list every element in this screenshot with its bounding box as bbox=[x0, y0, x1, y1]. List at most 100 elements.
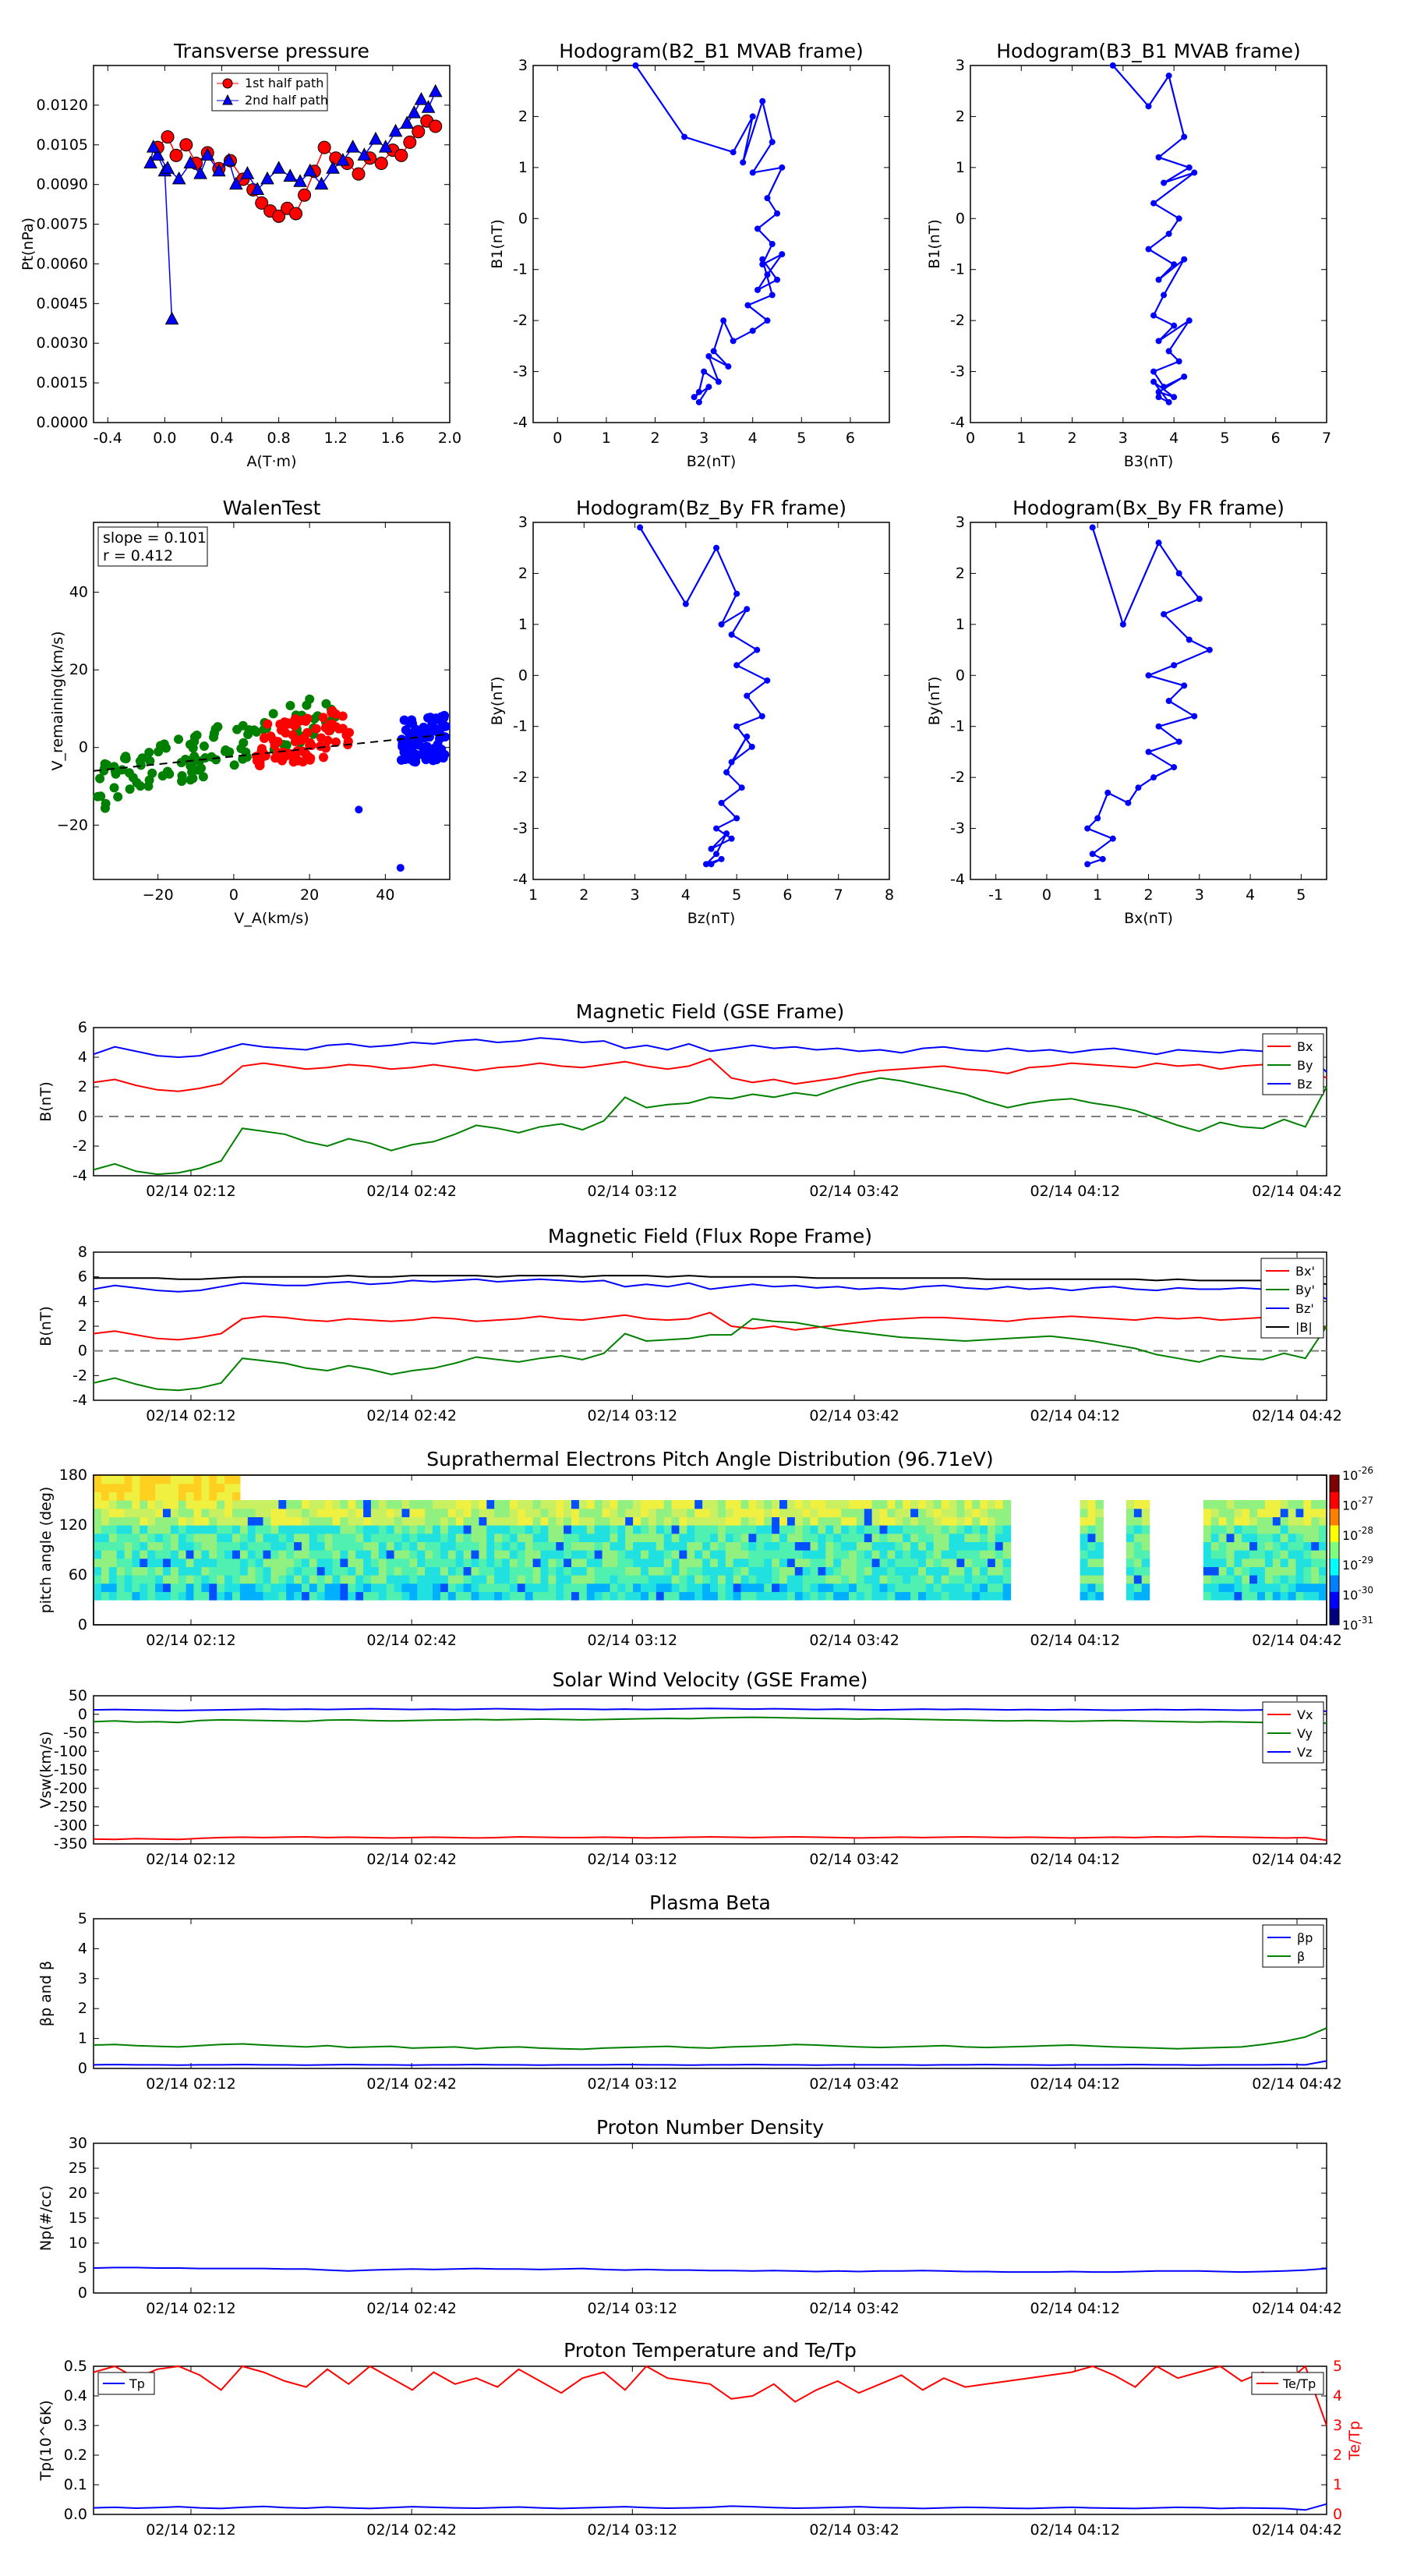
heatmap-cell bbox=[694, 1541, 703, 1551]
heatmap-cell bbox=[132, 1491, 140, 1501]
heatmap-cell bbox=[625, 1575, 634, 1584]
hodogram-point bbox=[774, 210, 781, 217]
heatmap-cell bbox=[786, 1575, 796, 1584]
heatmap-cell bbox=[748, 1566, 757, 1576]
heatmap-cell bbox=[564, 1591, 572, 1601]
heatmap-cell bbox=[447, 1566, 457, 1576]
heatmap-cell bbox=[1257, 1516, 1266, 1526]
heatmap-cell bbox=[509, 1566, 518, 1576]
hodogram-point bbox=[1171, 322, 1178, 329]
heatmap-cell bbox=[155, 1533, 164, 1542]
legend-label: Bz bbox=[1297, 1077, 1312, 1092]
heatmap-cell bbox=[1095, 1508, 1104, 1517]
walen-point bbox=[109, 783, 119, 793]
hodogram-point bbox=[702, 861, 709, 868]
heatmap-cell bbox=[571, 1500, 580, 1509]
y-tick-label: -150 bbox=[54, 1761, 87, 1778]
heatmap-cell bbox=[548, 1583, 557, 1592]
heatmap-cell bbox=[1210, 1533, 1220, 1542]
heatmap-cell bbox=[1272, 1583, 1281, 1592]
heatmap-cell bbox=[617, 1500, 626, 1509]
y-tick-label: 0.4 bbox=[64, 2387, 87, 2404]
heatmap-cell bbox=[494, 1558, 503, 1567]
y-tick-label: -2 bbox=[513, 312, 528, 329]
y-tick-label: 2 bbox=[956, 108, 965, 125]
heatmap-cell bbox=[1126, 1575, 1135, 1584]
heatmap-cell bbox=[694, 1566, 703, 1576]
heatmap-cell bbox=[988, 1500, 996, 1509]
pressure-point-2nd bbox=[200, 147, 215, 161]
heatmap-cell bbox=[1280, 1541, 1289, 1551]
heatmap-cell bbox=[656, 1550, 665, 1559]
walen-point bbox=[236, 744, 246, 754]
heatmap-cell bbox=[941, 1583, 950, 1592]
heatmap-cell bbox=[663, 1566, 673, 1576]
heatmap-cell bbox=[116, 1575, 125, 1584]
heatmap-cell bbox=[1272, 1591, 1281, 1601]
heatmap-cell bbox=[903, 1583, 911, 1592]
heatmap-cell bbox=[779, 1500, 788, 1509]
heatmap-cell bbox=[1249, 1541, 1258, 1551]
hodogram-point bbox=[718, 799, 725, 806]
heatmap-cell bbox=[217, 1533, 225, 1542]
heatmap-cell bbox=[155, 1483, 164, 1492]
heatmap-cell bbox=[502, 1558, 511, 1567]
heatmap-cell bbox=[772, 1525, 780, 1534]
heatmap-cell bbox=[409, 1508, 418, 1517]
heatmap-cell bbox=[764, 1516, 772, 1526]
heatmap-cell bbox=[895, 1550, 903, 1559]
heatmap-cell bbox=[663, 1533, 673, 1542]
x-tick-label: 3 bbox=[699, 430, 709, 447]
hodogram-point bbox=[715, 378, 722, 385]
heatmap-cell bbox=[895, 1500, 903, 1509]
y-tick-label: 0.0000 bbox=[37, 414, 88, 431]
hodogram-point bbox=[1165, 230, 1172, 237]
heatmap-cell bbox=[263, 1558, 271, 1567]
heatmap-cell bbox=[1218, 1558, 1228, 1567]
heatmap-cell bbox=[386, 1558, 395, 1567]
right-axis-label: Te/Tp bbox=[1346, 2421, 1363, 2461]
heatmap-cell bbox=[517, 1525, 526, 1534]
heatmap-cell bbox=[648, 1583, 657, 1592]
heatmap-cell bbox=[594, 1516, 603, 1526]
heatmap-cell bbox=[525, 1550, 534, 1559]
heatmap-cell bbox=[486, 1583, 495, 1592]
pressure-point-1st bbox=[298, 188, 312, 202]
heatmap-cell bbox=[263, 1566, 271, 1576]
heatmap-cell bbox=[1234, 1541, 1242, 1551]
heatmap-cell bbox=[263, 1500, 271, 1509]
heatmap-cell bbox=[340, 1541, 348, 1551]
heatmap-cell bbox=[163, 1475, 171, 1484]
heatmap-cell bbox=[810, 1550, 818, 1559]
colorbar-segment bbox=[1330, 1558, 1339, 1576]
heatmap-cell bbox=[1226, 1508, 1235, 1517]
heatmap-cell bbox=[825, 1533, 834, 1542]
y-tick-label: 6 bbox=[78, 1269, 87, 1286]
heatmap-cell bbox=[239, 1541, 249, 1551]
heatmap-cell bbox=[925, 1558, 935, 1567]
heatmap-cell bbox=[794, 1525, 804, 1534]
heatmap-cell bbox=[224, 1591, 233, 1601]
heatmap-cell bbox=[918, 1591, 927, 1601]
time-tick-label: 02/14 03:42 bbox=[809, 1407, 899, 1424]
heatmap-cell bbox=[124, 1500, 133, 1509]
heatmap-cell bbox=[980, 1533, 988, 1542]
heatmap-cell bbox=[1141, 1533, 1150, 1542]
heatmap-cell bbox=[447, 1575, 457, 1584]
heatmap-cell bbox=[286, 1541, 295, 1551]
heatmap-cell bbox=[956, 1541, 965, 1551]
hodogram-point bbox=[695, 398, 702, 405]
heatmap-cell bbox=[440, 1566, 449, 1576]
walen-point bbox=[330, 737, 341, 747]
hodogram-point bbox=[730, 338, 737, 345]
x-tick-label: 6 bbox=[1271, 430, 1281, 447]
hodogram-point bbox=[1175, 738, 1182, 745]
r-annotation: r = 0.412 bbox=[103, 547, 173, 564]
legend-label: β bbox=[1297, 1949, 1305, 1964]
heatmap-cell bbox=[610, 1583, 618, 1592]
heatmap-cell bbox=[494, 1550, 503, 1559]
heatmap-cell bbox=[294, 1508, 302, 1517]
heatmap-cell bbox=[794, 1541, 804, 1551]
heatmap-cell bbox=[517, 1583, 526, 1592]
heatmap-cell bbox=[108, 1575, 118, 1584]
